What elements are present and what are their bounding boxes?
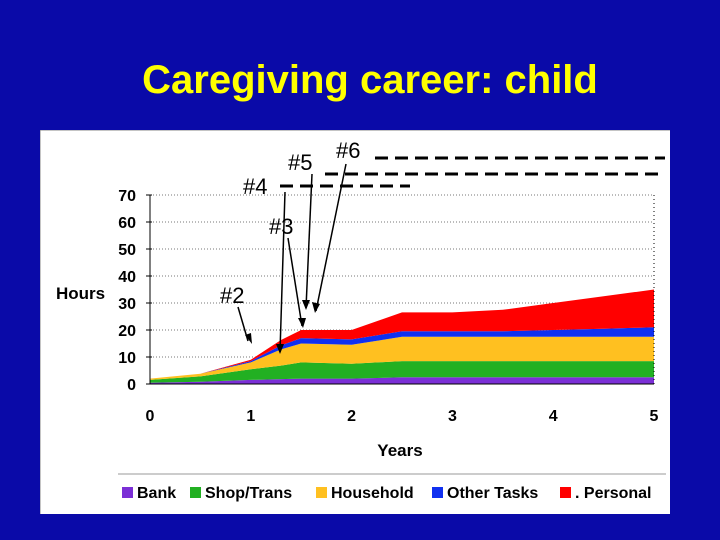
annotation-6-arrow	[315, 163, 347, 312]
annotation-3-arrow	[287, 237, 303, 327]
y-tick-label-70: 70	[118, 188, 136, 205]
legend-label-bank: Bank	[137, 485, 176, 502]
area-personal	[150, 289, 654, 379]
area-household	[150, 336, 654, 380]
annotation-4-arrowhead	[276, 344, 284, 354]
y-tick-label-30: 30	[118, 296, 136, 313]
legend-swatch-shoptrans	[190, 487, 201, 498]
y-tick-label-50: 50	[118, 242, 136, 259]
stacked-areas	[150, 289, 654, 384]
area-bank	[150, 377, 654, 384]
y-axis-title: Hours	[56, 284, 105, 303]
slide-title: Caregiving career: child	[142, 58, 598, 102]
gridlines	[150, 194, 654, 358]
annotation-4-label: #4	[243, 174, 267, 199]
y-tick-label-40: 40	[118, 269, 136, 286]
x-tick-label-3: 3	[448, 408, 457, 425]
annotation-2-arrowhead	[245, 333, 252, 344]
legend-swatch-bank	[122, 487, 133, 498]
legend-swatch-othertasks	[432, 487, 443, 498]
annotation-5-label: #5	[288, 150, 312, 175]
x-tick-label-0: 0	[146, 408, 155, 425]
legend-swatch-household	[316, 487, 327, 498]
x-tick-label-1: 1	[246, 408, 255, 425]
legend-label-othertasks: Other Tasks	[447, 485, 538, 502]
annotation-6-arrowhead	[312, 302, 320, 313]
x-tick-label-2: 2	[347, 408, 356, 425]
legend-label-personal: . Personal	[575, 485, 651, 502]
area-othertasks	[150, 327, 654, 379]
annotation-6-label: #6	[336, 138, 360, 163]
annotations: #2 #3 #4 #5 #6	[220, 138, 665, 354]
annotation-3-label: #3	[269, 214, 293, 239]
annotation-5-arrowhead	[302, 300, 310, 310]
y-tick-labels: 0 10 20 30 40 50 60 70	[118, 188, 152, 394]
annotation-4-arrow	[279, 191, 286, 353]
x-tick-label-5: 5	[650, 408, 659, 425]
legend-swatch-personal	[560, 487, 571, 498]
chart-panel: 0 10 20 30 40 50 60 70 0 1 2 3 4 5 Hours Years #2 #3	[40, 130, 670, 514]
annotation-3-arrowhead	[298, 318, 306, 328]
y-tick-label-0: 0	[127, 377, 136, 394]
x-tick-labels: 0 1 2 3 4 5	[146, 408, 659, 425]
annotation-5-arrow	[305, 173, 313, 309]
area-shoptrans	[150, 361, 654, 383]
legend: Bank Shop/Trans Household Other Tasks . Pers…	[118, 473, 666, 502]
y-tick-label-10: 10	[118, 350, 136, 367]
legend-label-shoptrans: Shop/Trans	[205, 485, 292, 502]
legend-label-household: Household	[331, 485, 414, 502]
axes	[149, 195, 655, 385]
y-tick-label-20: 20	[118, 323, 136, 340]
x-tick-label-4: 4	[549, 408, 558, 425]
y-tick-label-60: 60	[118, 215, 136, 232]
area-chart: 0 10 20 30 40 50 60 70 0 1 2 3 4 5 Hours Years #2 #3	[40, 130, 670, 514]
x-axis-title: Years	[377, 441, 422, 460]
annotation-2-label: #2	[220, 283, 244, 308]
